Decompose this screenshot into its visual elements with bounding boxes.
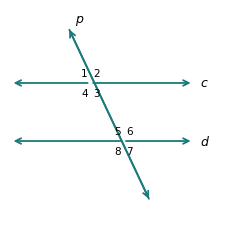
Text: 5: 5 [114, 126, 120, 136]
Text: 6: 6 [126, 126, 132, 136]
Text: 1: 1 [81, 69, 88, 79]
Text: d: d [201, 135, 208, 148]
Text: 7: 7 [126, 146, 132, 156]
Text: 3: 3 [93, 89, 100, 99]
Text: 4: 4 [81, 89, 88, 99]
Text: 8: 8 [114, 146, 120, 156]
Text: 2: 2 [93, 69, 100, 79]
Text: p: p [75, 13, 83, 26]
Text: c: c [201, 77, 207, 90]
